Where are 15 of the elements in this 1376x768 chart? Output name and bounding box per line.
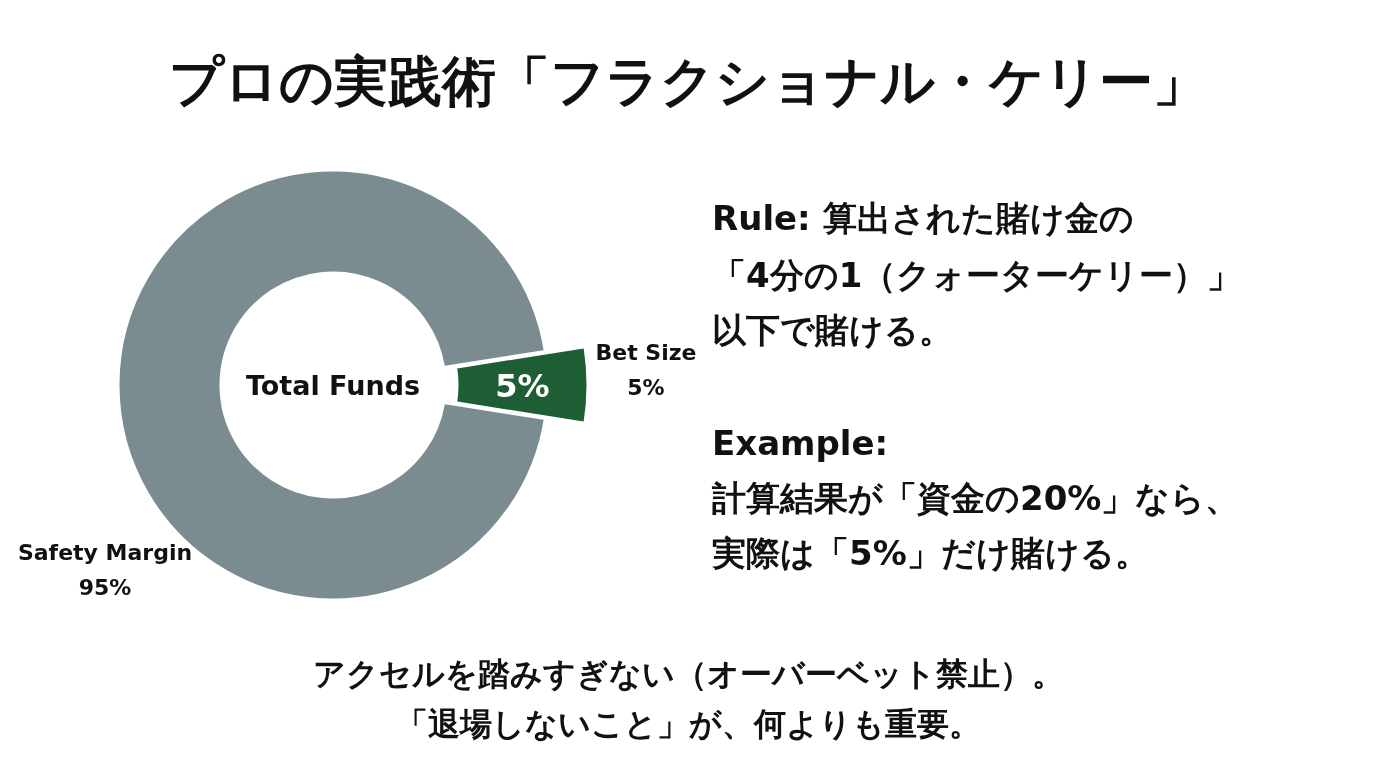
text: 「退場しないこと」が、何よりも重要。 (395, 705, 981, 743)
slice-label: Safety Margin (17, 540, 193, 565)
chart-title: プロの実践術「フラクショナル・ケリー」 (169, 50, 1207, 113)
text: Rule: 算出された賭け金の (712, 198, 1134, 238)
text: Total Funds (245, 370, 421, 401)
text: 「4分の1（クォーターケリー）」 (712, 255, 1242, 295)
text: 実際は「5%」だけ賭ける。 (711, 533, 1149, 573)
data-label: 95% (78, 575, 132, 600)
text: Example: (712, 423, 889, 463)
text: 5% (627, 375, 665, 400)
text: アクセルを踏みすぎない（オーバーベット禁止）。 (312, 655, 1064, 693)
text: 以下で賭ける。 (712, 310, 953, 350)
slice-label: Bet Size (595, 340, 697, 365)
text: 計算結果が「資金の20%」なら、 (711, 478, 1240, 518)
data-label: 5% (495, 367, 550, 405)
